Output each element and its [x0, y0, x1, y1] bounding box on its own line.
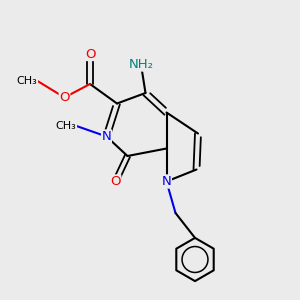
Text: CH₃: CH₃ [17, 76, 38, 86]
Text: O: O [59, 91, 70, 104]
Text: NH₂: NH₂ [128, 58, 154, 71]
Text: O: O [110, 175, 121, 188]
Text: CH₃: CH₃ [56, 121, 76, 131]
Text: N: N [102, 130, 111, 143]
Text: O: O [85, 47, 95, 61]
Text: N: N [162, 175, 171, 188]
